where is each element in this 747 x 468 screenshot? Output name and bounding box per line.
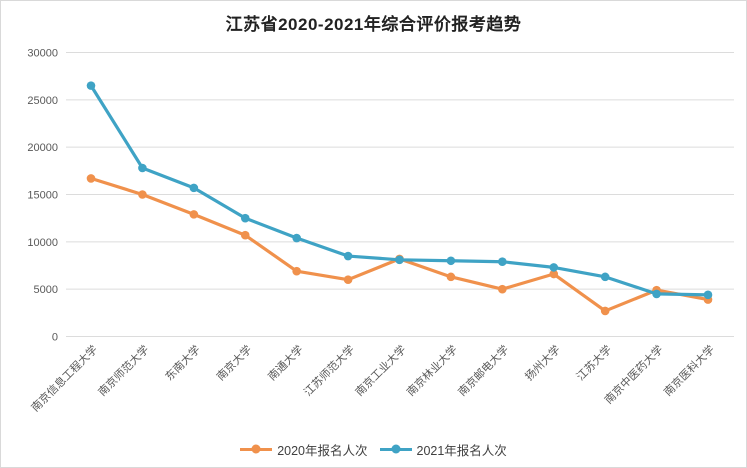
data-point-2021-南京工业大学 [395, 255, 404, 265]
data-point-2020-东南大学 [189, 210, 199, 219]
data-point-2021-南京大学 [240, 213, 250, 223]
data-point-2021-江苏大学 [600, 272, 610, 282]
x-tick-label: 南京信息工程大学 [28, 342, 100, 414]
data-point-2021-东南大学 [189, 183, 199, 193]
y-tick-label: 25000 [27, 95, 58, 107]
x-tick-label: 江苏师范大学 [301, 342, 358, 399]
data-point-2020-南京大学 [240, 230, 250, 240]
data-point-2021-南京邮电大学 [498, 257, 507, 267]
chart-title: 江苏省2020-2021年综合评价报考趋势 [225, 15, 522, 34]
x-tick-label: 南京工业大学 [352, 342, 409, 399]
x-tick-label: 扬州大学 [522, 342, 563, 383]
legend-dot-icon [251, 444, 261, 454]
data-point-2020-江苏师范大学 [343, 275, 353, 285]
x-tick-label: 南京大学 [213, 342, 254, 383]
y-tick-label: 5000 [34, 284, 58, 296]
x-tick-label: 南京医科大学 [661, 342, 718, 399]
y-tick-label: 15000 [27, 190, 58, 202]
line-chart: 050001000015000200002500030000南京信息工程大学南京… [27, 48, 734, 414]
x-tick-label: 南京林业大学 [403, 342, 460, 399]
legend-item-2021[interactable]: 2021年报名人次 [379, 440, 507, 459]
y-tick-label: 10000 [27, 237, 58, 249]
data-point-2020-扬州大学 [549, 269, 559, 279]
x-tick-label: 南京邮电大学 [455, 342, 512, 399]
y-tick-label: 20000 [27, 142, 58, 154]
data-point-2021-南京林业大学 [446, 256, 456, 266]
x-tick-label: 南通大学 [265, 342, 306, 383]
x-tick-label: 东南大学 [162, 342, 203, 383]
data-point-2021-南通大学 [292, 233, 301, 243]
data-point-2020-江苏大学 [600, 306, 610, 316]
data-point-2021-江苏师范大学 [343, 251, 353, 261]
data-point-2020-南京邮电大学 [498, 284, 507, 294]
legend-label: 2021年报名人次 [416, 443, 507, 458]
data-point-2021-南京信息工程大学 [86, 81, 96, 90]
y-tick-label: 30000 [27, 48, 58, 60]
legend-line-marker-icon [240, 444, 273, 454]
data-point-2021-扬州大学 [549, 263, 559, 272]
x-tick-label: 南京师范大学 [95, 342, 152, 399]
legend-line-marker-icon [379, 444, 412, 454]
y-tick-label: 0 [52, 332, 58, 344]
chart-legend: 2020年报名人次 2021年报名人次 [1, 438, 746, 460]
data-point-2021-南京医科大学 [703, 290, 713, 300]
series-line-2020 [89, 176, 710, 313]
legend-dot-icon [391, 444, 400, 454]
data-point-2020-南京林业大学 [446, 272, 456, 282]
legend-item-2020[interactable]: 2020年报名人次 [240, 440, 368, 459]
data-point-2021-南京师范大学 [138, 163, 147, 173]
data-point-2020-南京信息工程大学 [86, 174, 96, 183]
legend-label: 2020年报名人次 [277, 443, 368, 458]
data-point-2020-南京师范大学 [138, 190, 147, 199]
data-point-2020-南通大学 [292, 266, 301, 276]
data-point-2021-南京中医药大学 [652, 289, 661, 299]
x-tick-label: 江苏大学 [573, 342, 614, 383]
